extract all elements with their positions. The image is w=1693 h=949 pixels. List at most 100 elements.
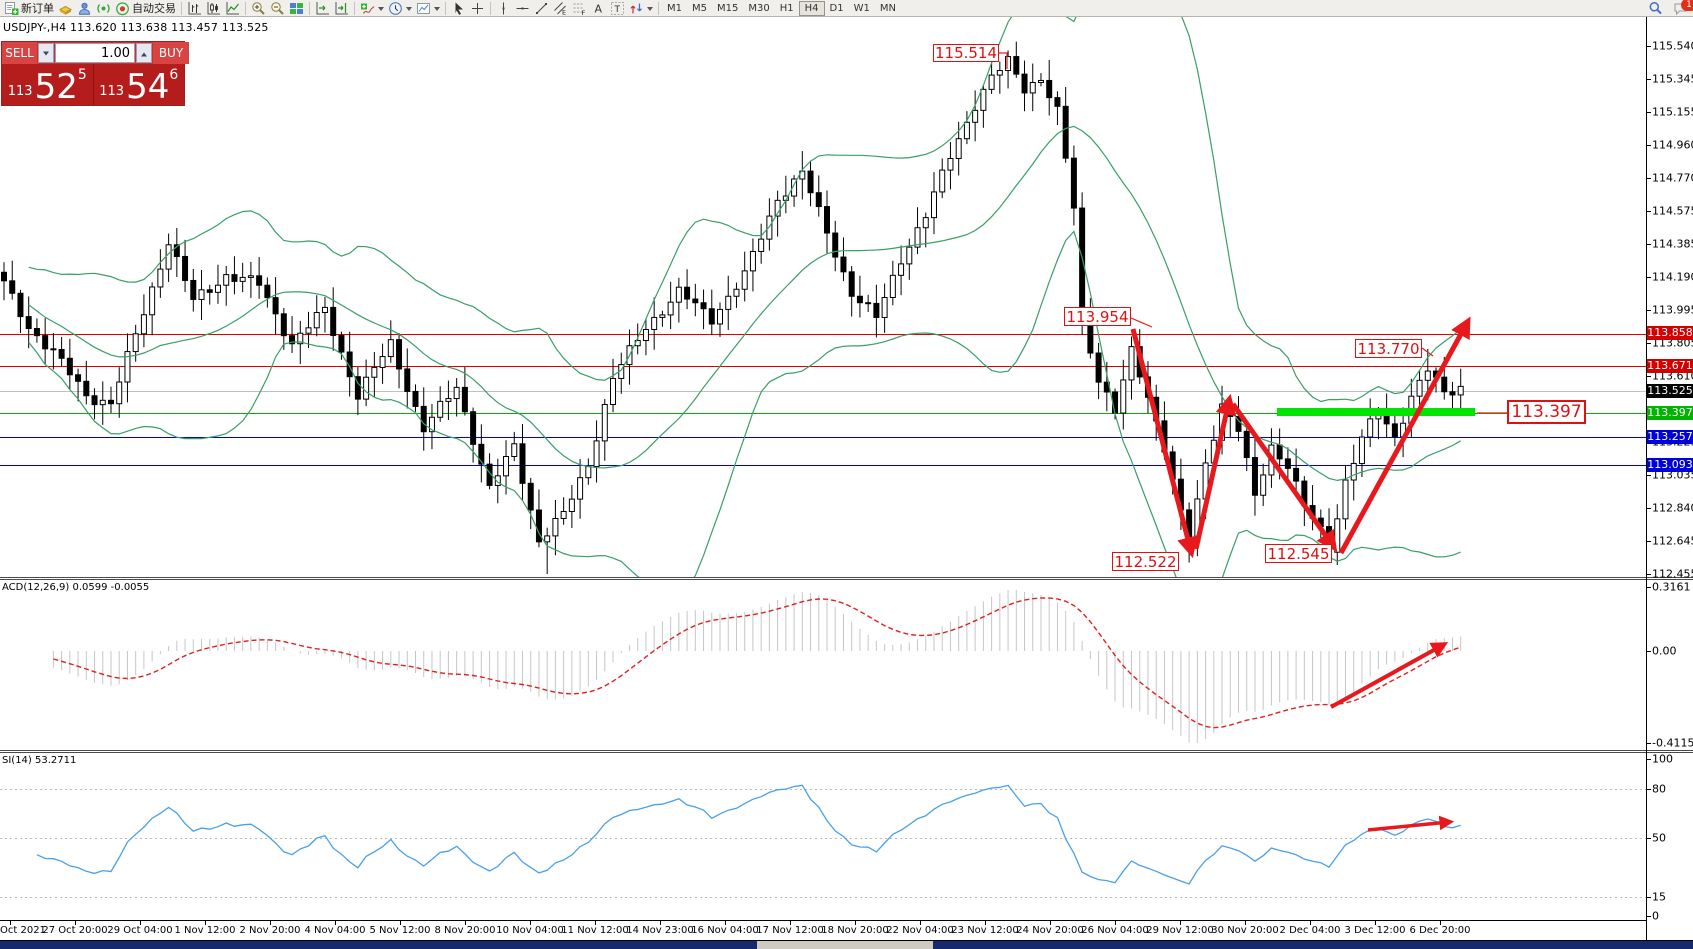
rsi-tick-label: 0	[1652, 909, 1659, 923]
autotrade-icon[interactable]: 自动交易	[113, 0, 178, 16]
rsi-gridlines	[0, 789, 1646, 898]
bar-chart-icon[interactable]	[185, 0, 204, 16]
date-label: 4 Nov 04:00	[304, 925, 366, 936]
chat-icon[interactable]: 1	[1671, 0, 1693, 17]
toolbar-separator	[309, 1, 310, 15]
signal-icon[interactable]	[94, 0, 113, 16]
timeframe-button-h4[interactable]: H4	[798, 0, 825, 16]
buy-price-big: 54	[126, 67, 170, 108]
date-label: 11 Nov 12:00	[561, 925, 629, 936]
one-click-trading-panel: SELL BUY 113 52 5 113 54 6	[1, 41, 189, 108]
timeframe-button-mn[interactable]: MN	[879, 2, 896, 14]
buy-price-sup: 6	[169, 67, 179, 83]
date-label: 6 Dec 20:00	[1409, 925, 1471, 936]
trendline-icon[interactable]	[532, 0, 551, 16]
date-label: 30 Nov 20:00	[1211, 925, 1279, 936]
annotation-price-label[interactable]: 113.954	[1064, 307, 1131, 326]
date-label: 27 Oct 20:00	[42, 925, 108, 936]
timeframe-button-w1[interactable]: W1	[853, 2, 870, 14]
annotation-price-label[interactable]: 113.770	[1355, 339, 1422, 358]
annotation-price-label[interactable]: 115.514	[933, 44, 999, 62]
annotation-connector	[999, 52, 1008, 69]
date-label: 22 Nov 04:00	[886, 925, 954, 936]
macd-signal-line	[53, 597, 1461, 729]
tile-windows-icon[interactable]	[287, 0, 306, 16]
date-label: 17 Nov 12:00	[756, 925, 824, 936]
line-chart-icon[interactable]	[223, 0, 242, 16]
toolbar-separator	[445, 1, 446, 15]
price-tick-label: 115.345	[1652, 72, 1693, 86]
annotation-price-label[interactable]: 112.522	[1112, 552, 1179, 571]
sell-button[interactable]: SELL	[2, 42, 37, 64]
periods-icon[interactable]	[386, 0, 414, 16]
date-label: 26 Nov 04:00	[1081, 925, 1149, 936]
arrows-icon[interactable]	[627, 0, 655, 16]
cursor-icon[interactable]	[449, 0, 468, 16]
rsi-label: SI(14) 53.2711	[2, 755, 77, 766]
date-label: 2 Dec 04:00	[1279, 925, 1341, 936]
dropdown-caret-icon[interactable]	[406, 6, 412, 14]
trend-arrows[interactable]	[999, 52, 1507, 832]
search-icon[interactable]	[1646, 1, 1665, 17]
navigator-icon[interactable]	[75, 0, 94, 16]
timeframe-button-m5[interactable]: M5	[692, 2, 707, 14]
price-badge: 113.093	[1647, 458, 1693, 472]
toolbar-separator	[490, 1, 491, 15]
sell-price-prefix: 113	[7, 84, 33, 99]
svg-text:T: T	[614, 5, 621, 15]
vline-icon[interactable]	[494, 0, 513, 16]
toolbar: 新订单 自动交易 E F A T M1 M5 M15 M30 H1 H4 D1 W1 MN 1	[0, 0, 1693, 17]
support-zone-band[interactable]	[1277, 408, 1475, 416]
timeframe-button-m15[interactable]: M15	[717, 2, 739, 14]
volume-decrease-button[interactable]	[38, 43, 54, 63]
candle-chart-icon[interactable]	[204, 0, 223, 16]
volume-input[interactable]	[55, 43, 135, 63]
annotation-price-label[interactable]: 112.545	[1265, 544, 1332, 563]
indicators-icon[interactable]	[358, 0, 386, 16]
macd-label: ACD(12,26,9) 0.0599 -0.0055	[2, 582, 150, 593]
chart-symbol-header: USDJPY-,H4 113.620 113.638 113.457 113.5…	[3, 21, 269, 34]
date-label: 3 Dec 12:00	[1344, 925, 1406, 936]
date-label: 14 Nov 23:00	[626, 925, 694, 936]
date-label: 8 Nov 20:00	[434, 925, 496, 936]
annotation-connector	[1130, 317, 1153, 328]
annotation-price-label[interactable]: 113.397	[1507, 400, 1586, 424]
fibo-icon[interactable]: F	[570, 0, 589, 16]
price-tick-label: 114.770	[1652, 171, 1693, 185]
timeframe-button-d1[interactable]: D1	[829, 2, 844, 14]
dropdown-caret-icon[interactable]	[647, 6, 653, 14]
market-watch-icon[interactable]	[56, 0, 75, 16]
candlestick-series	[1, 41, 1464, 574]
toolbar-right-group: 1	[1646, 0, 1693, 17]
svg-text:E: E	[562, 8, 566, 16]
timeframe-button-m1[interactable]: M1	[667, 2, 682, 14]
bollinger-bands	[28, 17, 1462, 577]
dropdown-caret-icon[interactable]	[434, 6, 440, 14]
volume-increase-button[interactable]	[136, 43, 152, 63]
price-tick-label: 114.575	[1652, 204, 1693, 218]
zoom-out-icon[interactable]	[268, 0, 287, 16]
buy-price[interactable]: 113 54 6	[92, 64, 185, 108]
timeframe-button-h1[interactable]: H1	[779, 2, 794, 14]
autoscroll-icon[interactable]	[313, 0, 332, 16]
new-order-icon[interactable]: 新订单	[2, 0, 56, 16]
horizontal-level-lines[interactable]	[0, 334, 1646, 466]
timeframe-button-m30[interactable]: M30	[748, 2, 770, 14]
rsi-tick-label: 100	[1652, 752, 1673, 766]
dropdown-caret-icon[interactable]	[378, 6, 384, 14]
zoom-in-icon[interactable]	[249, 0, 268, 16]
channel-icon[interactable]: E	[551, 0, 570, 16]
price-badge: 113.397	[1647, 406, 1693, 420]
sell-price[interactable]: 113 52 5	[2, 64, 93, 105]
text-icon[interactable]: A	[589, 0, 608, 16]
chart-shift-icon[interactable]	[332, 0, 351, 16]
chart-frame	[0, 17, 1693, 941]
buy-button[interactable]: BUY	[153, 42, 189, 64]
date-label: 23 Nov 12:00	[951, 925, 1019, 936]
crosshair-icon[interactable]	[468, 0, 487, 16]
label-icon[interactable]: T	[608, 0, 627, 16]
templates-icon[interactable]	[414, 0, 442, 16]
price-tick-label: 114.960	[1652, 138, 1693, 152]
hline-icon[interactable]	[513, 0, 532, 16]
